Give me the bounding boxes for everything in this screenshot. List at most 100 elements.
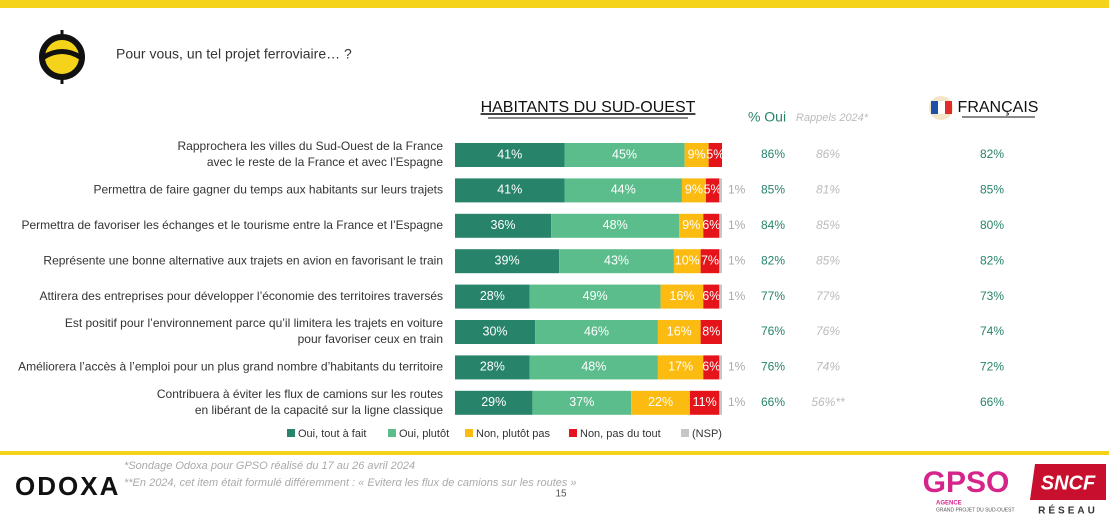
bar-segment <box>679 213 704 238</box>
recall-value: 76% <box>816 324 840 338</box>
bar-segment <box>673 249 701 274</box>
bar-segment <box>719 213 722 238</box>
bar-segment <box>700 249 720 274</box>
france-value: 80% <box>980 218 1004 232</box>
oui-value: 84% <box>761 218 785 232</box>
bar-segment <box>657 320 701 344</box>
legend-swatch <box>287 429 295 437</box>
france-header: FRANÇAIS <box>958 99 1039 116</box>
bar-segment <box>455 178 565 203</box>
bar-segment <box>703 355 720 380</box>
bar-segment <box>719 390 722 415</box>
value-label: 1% <box>728 253 746 267</box>
legend-swatch <box>569 429 577 437</box>
france-value: 73% <box>980 289 1004 303</box>
value-label: 1% <box>728 360 746 374</box>
bar-segment <box>703 213 720 238</box>
bar-segment <box>455 213 552 238</box>
recall-value: 77% <box>816 289 840 303</box>
value-label: 1% <box>728 289 746 303</box>
value-label: 17% <box>668 360 693 374</box>
france-value: 66% <box>980 395 1004 409</box>
category-label: Représente une bonne alternative aux tra… <box>43 253 443 267</box>
footnote: *Sondage Odoxa pour GPSO réalisé du 17 a… <box>124 460 415 472</box>
bar-segment <box>719 178 722 203</box>
category-label: Attirera des entreprises pour développer… <box>39 289 443 303</box>
france-value: 72% <box>980 360 1004 374</box>
value-label: 6% <box>702 218 720 232</box>
value-label: 6% <box>702 289 720 303</box>
value-label: 7% <box>701 253 719 267</box>
gpso-logo: GPSO <box>923 466 1010 499</box>
value-label: 5% <box>706 147 724 161</box>
category-label: pour favoriser ceux en train <box>298 332 443 346</box>
sncf-box <box>1030 464 1106 500</box>
bar-segment <box>564 178 682 203</box>
value-label: 9% <box>685 183 703 197</box>
category-label: Permettra de favoriser les échanges et l… <box>21 218 443 232</box>
gpso-name: GRAND PROJET DU SUD-OUEST <box>936 507 1015 513</box>
bar-segment <box>705 178 720 203</box>
recall-value: 85% <box>816 218 840 232</box>
value-label: 39% <box>495 253 520 267</box>
legend-swatch <box>681 429 689 437</box>
france-value: 85% <box>980 183 1004 197</box>
legend-label: Oui, tout à fait <box>298 428 366 440</box>
oui-value: 86% <box>761 147 785 161</box>
bar-segment <box>708 143 722 167</box>
legend-swatch <box>388 429 396 437</box>
bar-segment <box>564 143 685 167</box>
oui-value: 85% <box>761 183 785 197</box>
france-flag <box>929 96 953 120</box>
chart-title: HABITANTS DU SUD-OUEST <box>481 99 696 116</box>
value-label: 1% <box>728 395 746 409</box>
value-label: 28% <box>480 360 505 374</box>
recall-value: 85% <box>816 253 840 267</box>
bar-segment <box>455 249 560 274</box>
value-label: 44% <box>611 183 636 197</box>
top-band <box>0 0 1109 8</box>
category-label: avec le reste de la France et avec l’Esp… <box>207 155 443 169</box>
category-label: Contribuera à éviter les flux de camions… <box>157 387 443 401</box>
value-label: 45% <box>612 147 637 161</box>
category-label: en libérant de la capacité sur la ligne … <box>195 403 443 417</box>
bar-segment <box>631 390 690 415</box>
oui-value: 82% <box>761 253 785 267</box>
legend-label: Non, pas du tout <box>580 428 661 440</box>
odoxa-icon <box>39 30 85 84</box>
oui-value: 76% <box>761 324 785 338</box>
recall-value: 86% <box>816 147 840 161</box>
bar-segment <box>529 355 658 380</box>
footnote: **En 2024, cet item était formulé différ… <box>124 477 577 489</box>
legend-label: (NSP) <box>692 428 722 440</box>
value-label: 46% <box>584 324 609 338</box>
value-label: 1% <box>728 218 746 232</box>
odoxa-logo: ODOXA <box>15 471 120 501</box>
bar-segment <box>660 284 704 309</box>
category-label: Améliorera l’accès à l’emploi pour un pl… <box>18 360 443 374</box>
oui-value: 66% <box>761 395 785 409</box>
recall-value: 74% <box>816 360 840 374</box>
bar-segment <box>455 390 533 415</box>
bar-segment <box>529 284 661 309</box>
value-label: 6% <box>702 360 720 374</box>
sncf-logo: SNCF <box>1041 472 1096 494</box>
oui-value: 76% <box>761 360 785 374</box>
france-value: 74% <box>980 324 1004 338</box>
value-label: 1% <box>728 183 746 197</box>
value-label: 16% <box>669 289 694 303</box>
bar-segment <box>535 320 658 344</box>
sncf-sub: RÉSEAU <box>1038 504 1098 517</box>
category-label: Est positif pour l’environnement parce q… <box>65 316 444 330</box>
value-label: 41% <box>497 183 522 197</box>
bar-segment <box>551 213 680 238</box>
value-label: 43% <box>604 253 629 267</box>
bar-segment <box>455 320 536 344</box>
bar-segment <box>455 284 530 309</box>
bottom-band <box>0 451 1109 455</box>
category-label: Rapprochera les villes du Sud-Ouest de l… <box>178 139 444 153</box>
value-label: 22% <box>648 395 673 409</box>
value-label: 49% <box>583 289 608 303</box>
recall-value: 56%** <box>811 395 845 409</box>
